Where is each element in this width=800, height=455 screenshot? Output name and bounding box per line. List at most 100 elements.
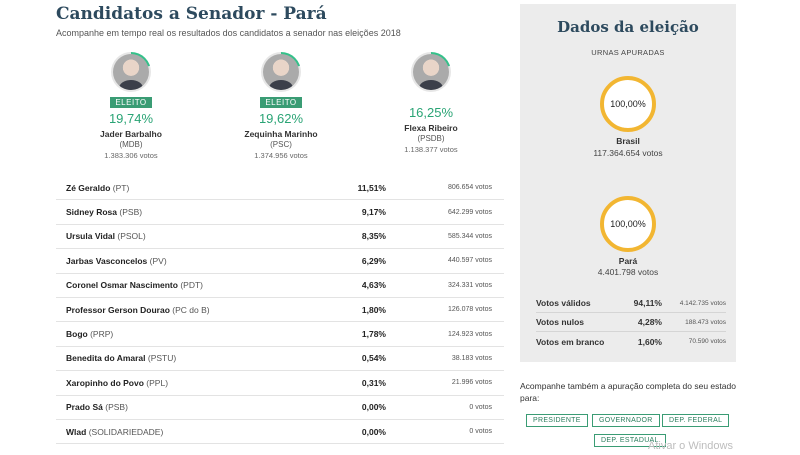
stat-pct: 4,28% (637, 317, 662, 327)
brasil-label: Brasil (616, 136, 640, 146)
candidate-photo (413, 54, 449, 90)
stat-votes: 70.590 votos (688, 338, 726, 345)
para-votes: 4.401.798 votos (597, 267, 659, 277)
top-candidate-card[interactable]: 16,25% Flexa Ribeiro (PSDB) 1.138.377 vo… (356, 52, 506, 154)
candidate-name: Bogo (66, 329, 88, 340)
candidate-percentage: 0,31% (361, 377, 386, 388)
candidate-name-cell: Professor Gerson Dourao (PC do B) (56, 305, 356, 315)
candidate-percentage: 11,51% (357, 182, 386, 193)
vote-stat-row: Votos válidos 94,11% 4.142.735 votos (536, 294, 726, 313)
candidate-name: Jader Barbalho (100, 129, 162, 139)
table-row[interactable]: Xaropinho do Povo (PPL) 0,31% 21.996 votos (56, 371, 504, 396)
table-row[interactable]: Sidney Rosa (PSB) 9,17% 642.299 votos (56, 200, 504, 225)
election-data-panel: Dados da eleição URNAS APURADAS 100,00% … (520, 4, 736, 362)
candidate-photo (263, 54, 299, 90)
table-row[interactable]: Professor Gerson Dourao (PC do B) 1,80% 12… (56, 298, 504, 323)
candidate-percentage: 8,35% (361, 231, 386, 242)
candidate-name-cell: Xaropinho do Povo (PPL) (56, 378, 356, 388)
candidate-votes: 585.344 votos (448, 232, 492, 240)
table-row[interactable]: Bogo (PRP) 1,78% 124.923 votos (56, 322, 504, 347)
top-candidates: ELEITO 19,74% Jader Barbalho (MDB) 1.383… (56, 52, 506, 164)
table-row[interactable]: Benedita do Amaral (PSTU) 0,54% 38.183 vot… (56, 347, 504, 372)
panel-subtitle: URNAS APURADAS (591, 48, 665, 57)
candidate-percentage: 19,74% (108, 111, 154, 126)
top-candidate-card[interactable]: ELEITO 19,62% Zequinha Marinho (PSC) 1.3… (206, 52, 356, 160)
badge-spacer (356, 92, 506, 104)
vote-stats: Votos válidos 94,11% 4.142.735 votos Vot… (536, 294, 726, 351)
windows-activation-watermark: Ativar o Windows (648, 440, 733, 452)
governador-button[interactable]: GOVERNADOR (592, 414, 660, 427)
candidate-votes: 21.996 votos (451, 379, 492, 387)
dep-federal-button[interactable]: DEP. FEDERAL (662, 414, 730, 427)
candidate-name-cell: Zé Geraldo (PT) (56, 183, 356, 193)
top-candidate-card[interactable]: ELEITO 19,74% Jader Barbalho (MDB) 1.383… (56, 52, 206, 160)
table-row[interactable]: Ursula Vidal (PSOL) 8,35% 585.344 votos (56, 225, 504, 250)
candidate-votes: 1.138.377 votos (404, 145, 458, 154)
table-row[interactable]: Coronel Osmar Nascimento (PDT) 4,63% 324.3… (56, 274, 504, 298)
candidate-name-cell: Wlad (SOLIDARIEDADE) (56, 427, 356, 437)
candidate-party: (PT) (112, 182, 130, 193)
stat-label: Votos nulos (536, 317, 585, 327)
para-pct: 100,00% (610, 219, 646, 229)
table-row[interactable]: Wlad (SOLIDARIEDADE) 0,00% 0 votos (56, 420, 504, 445)
candidate-photo-ring (111, 52, 151, 92)
candidate-percentage: 4,63% (361, 280, 386, 291)
candidate-name: Professor Gerson Dourao (66, 304, 170, 315)
candidate-votes: 124.923 votos (448, 330, 492, 338)
candidate-name-cell: Benedita do Amaral (PSTU) (56, 353, 356, 363)
candidate-party: (PSTU) (147, 353, 177, 364)
candidate-party: (PRP) (90, 329, 114, 340)
candidate-photo (113, 54, 149, 90)
candidate-name-cell: Sidney Rosa (PSB) (56, 207, 356, 217)
candidate-name: Coronel Osmar Nascimento (66, 280, 178, 291)
candidate-percentage: 6,29% (361, 255, 386, 266)
candidate-name-cell: Prado Sá (PSB) (56, 402, 356, 412)
stat-votes: 188.473 votos (685, 318, 726, 326)
candidate-party: (PSDB) (417, 134, 445, 143)
candidate-name-cell: Bogo (PRP) (56, 329, 356, 339)
candidate-photo-ring (411, 52, 451, 92)
candidate-percentage: 1,78% (361, 329, 386, 340)
brasil-pct: 100,00% (610, 99, 646, 109)
candidate-percentage: 0,00% (361, 426, 386, 437)
vote-stat-row: Votos em branco 1,60% 70.590 votos (536, 332, 726, 351)
presidente-button[interactable]: PRESIDENTE (526, 414, 588, 427)
candidate-votes: 0 votos (469, 428, 492, 436)
candidate-votes: 440.597 votos (448, 257, 492, 265)
candidate-name-cell: Ursula Vidal (PSOL) (56, 231, 356, 241)
elected-badge: ELEITO (260, 97, 302, 108)
candidate-name: Xaropinho do Povo (66, 377, 144, 388)
panel-title: Dados da eleição (557, 18, 699, 36)
para-label: Pará (618, 256, 638, 266)
candidate-percentage: 19,62% (258, 111, 304, 126)
brasil-progress-ring: 100,00% (600, 76, 656, 132)
brasil-votes: 117.364.654 votos (593, 148, 663, 158)
candidate-party: (MDB) (119, 140, 143, 149)
table-row[interactable]: Zé Geraldo (PT) 11,51% 806.654 votos (56, 176, 504, 201)
stat-pct: 1,60% (637, 336, 662, 347)
candidate-name: Wlad (66, 426, 87, 437)
candidate-party: (PPL) (146, 377, 169, 388)
table-row[interactable]: Prado Sá (PSB) 0,00% 0 votos (56, 396, 504, 420)
candidate-votes: 1.383.306 votos (104, 151, 158, 160)
table-row[interactable]: Jarbas Vasconcelos (PV) 6,29% 440.597 voto… (56, 249, 504, 274)
vote-stat-row: Votos nulos 4,28% 188.473 votos (536, 313, 726, 332)
candidate-votes: 0 votos (469, 403, 492, 411)
candidate-votes: 1.374.956 votos (254, 151, 308, 160)
candidate-party: (PV) (149, 255, 167, 266)
candidate-party: (PC do B) (172, 304, 210, 315)
candidate-party: (PSC) (270, 140, 292, 149)
stat-pct: 94,11% (633, 298, 662, 308)
candidate-name: Prado Sá (66, 402, 103, 413)
page-subtitle: Acompanhe em tempo real os resultados do… (56, 28, 401, 38)
candidate-party: (PSB) (119, 207, 143, 218)
candidate-votes: 642.299 votos (448, 208, 492, 216)
candidate-percentage: 9,17% (361, 207, 386, 218)
candidate-percentage: 16,25% (408, 105, 454, 120)
para-progress-ring: 100,00% (600, 196, 656, 252)
candidate-party: (PDT) (180, 280, 203, 291)
dep-estadual-button[interactable]: DEP. ESTADUAL (594, 434, 666, 447)
candidate-party: (PSB) (105, 402, 128, 413)
candidate-name: Jarbas Vasconcelos (66, 255, 148, 266)
candidate-name: Ursula Vidal (66, 231, 115, 242)
